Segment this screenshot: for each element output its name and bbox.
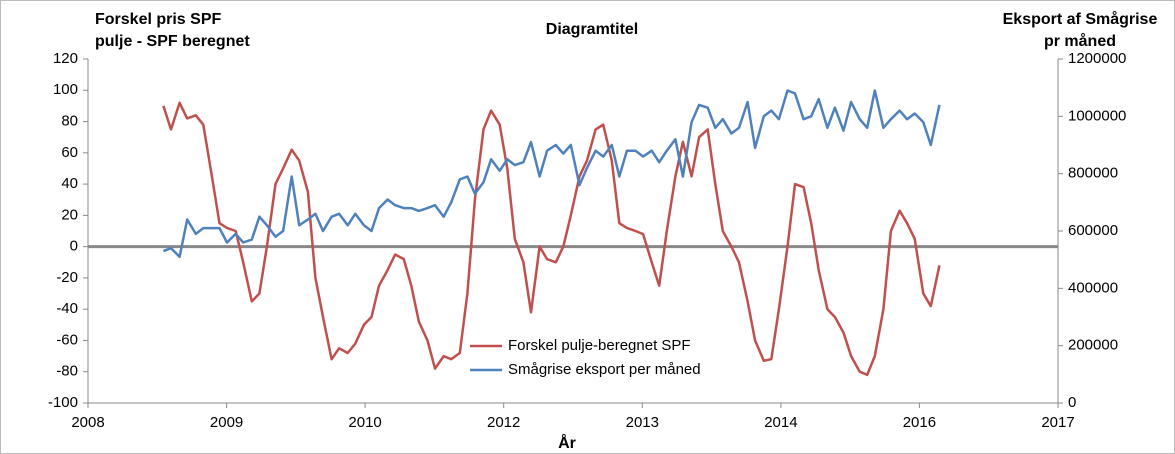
y-tick-label: -40 bbox=[56, 300, 78, 317]
y-tick-label: 120 bbox=[53, 50, 78, 67]
y-tick-label: 80 bbox=[61, 113, 78, 130]
x-tick-label: 2017 bbox=[1041, 414, 1074, 431]
y-axis-title: pulje - SPF beregnet bbox=[95, 33, 250, 50]
x-tick-label: 2010 bbox=[348, 414, 381, 431]
x-tick-label: 2014 bbox=[764, 414, 797, 431]
y-tick-label: 40 bbox=[61, 175, 78, 192]
x-tick-label: 2009 bbox=[210, 414, 243, 431]
x-tick-label: 2013 bbox=[626, 414, 659, 431]
y-axis-title: Forskel pris SPF bbox=[95, 11, 221, 28]
series-line bbox=[162, 101, 941, 377]
y2-axis-title: Eksport af Smågrise bbox=[1003, 10, 1158, 28]
x-axis-title: År bbox=[558, 433, 576, 452]
y2-tick-label: 1000000 bbox=[1068, 107, 1126, 124]
x-tick-label: 2008 bbox=[71, 414, 104, 431]
y-tick-label: -60 bbox=[56, 331, 78, 348]
y2-tick-label: 600000 bbox=[1068, 222, 1118, 239]
chart-title: Diagramtitel bbox=[546, 21, 638, 38]
y-tick-label: -80 bbox=[56, 363, 78, 380]
y-tick-label: 60 bbox=[61, 144, 78, 161]
y-tick-label: 100 bbox=[53, 81, 78, 98]
y-tick-label: -20 bbox=[56, 269, 78, 286]
y2-tick-label: 400000 bbox=[1068, 279, 1118, 296]
series-line bbox=[162, 89, 941, 259]
y2-tick-label: 800000 bbox=[1068, 165, 1118, 182]
legend-label: Forskel pulje-beregnet SPF bbox=[508, 337, 691, 354]
y2-axis-title: pr måned bbox=[1044, 32, 1116, 50]
y-tick-label: 0 bbox=[70, 238, 78, 255]
x-tick-label: 2016 bbox=[903, 414, 936, 431]
y2-tick-label: 0 bbox=[1068, 394, 1076, 411]
x-tick-label: 2012 bbox=[487, 414, 520, 431]
legend-label: Smågrise eksport per måned bbox=[508, 361, 701, 378]
y-tick-label: 20 bbox=[61, 206, 78, 223]
y2-tick-label: 200000 bbox=[1068, 337, 1118, 354]
y-tick-label: -100 bbox=[48, 394, 78, 411]
y2-tick-label: 1200000 bbox=[1068, 50, 1126, 67]
